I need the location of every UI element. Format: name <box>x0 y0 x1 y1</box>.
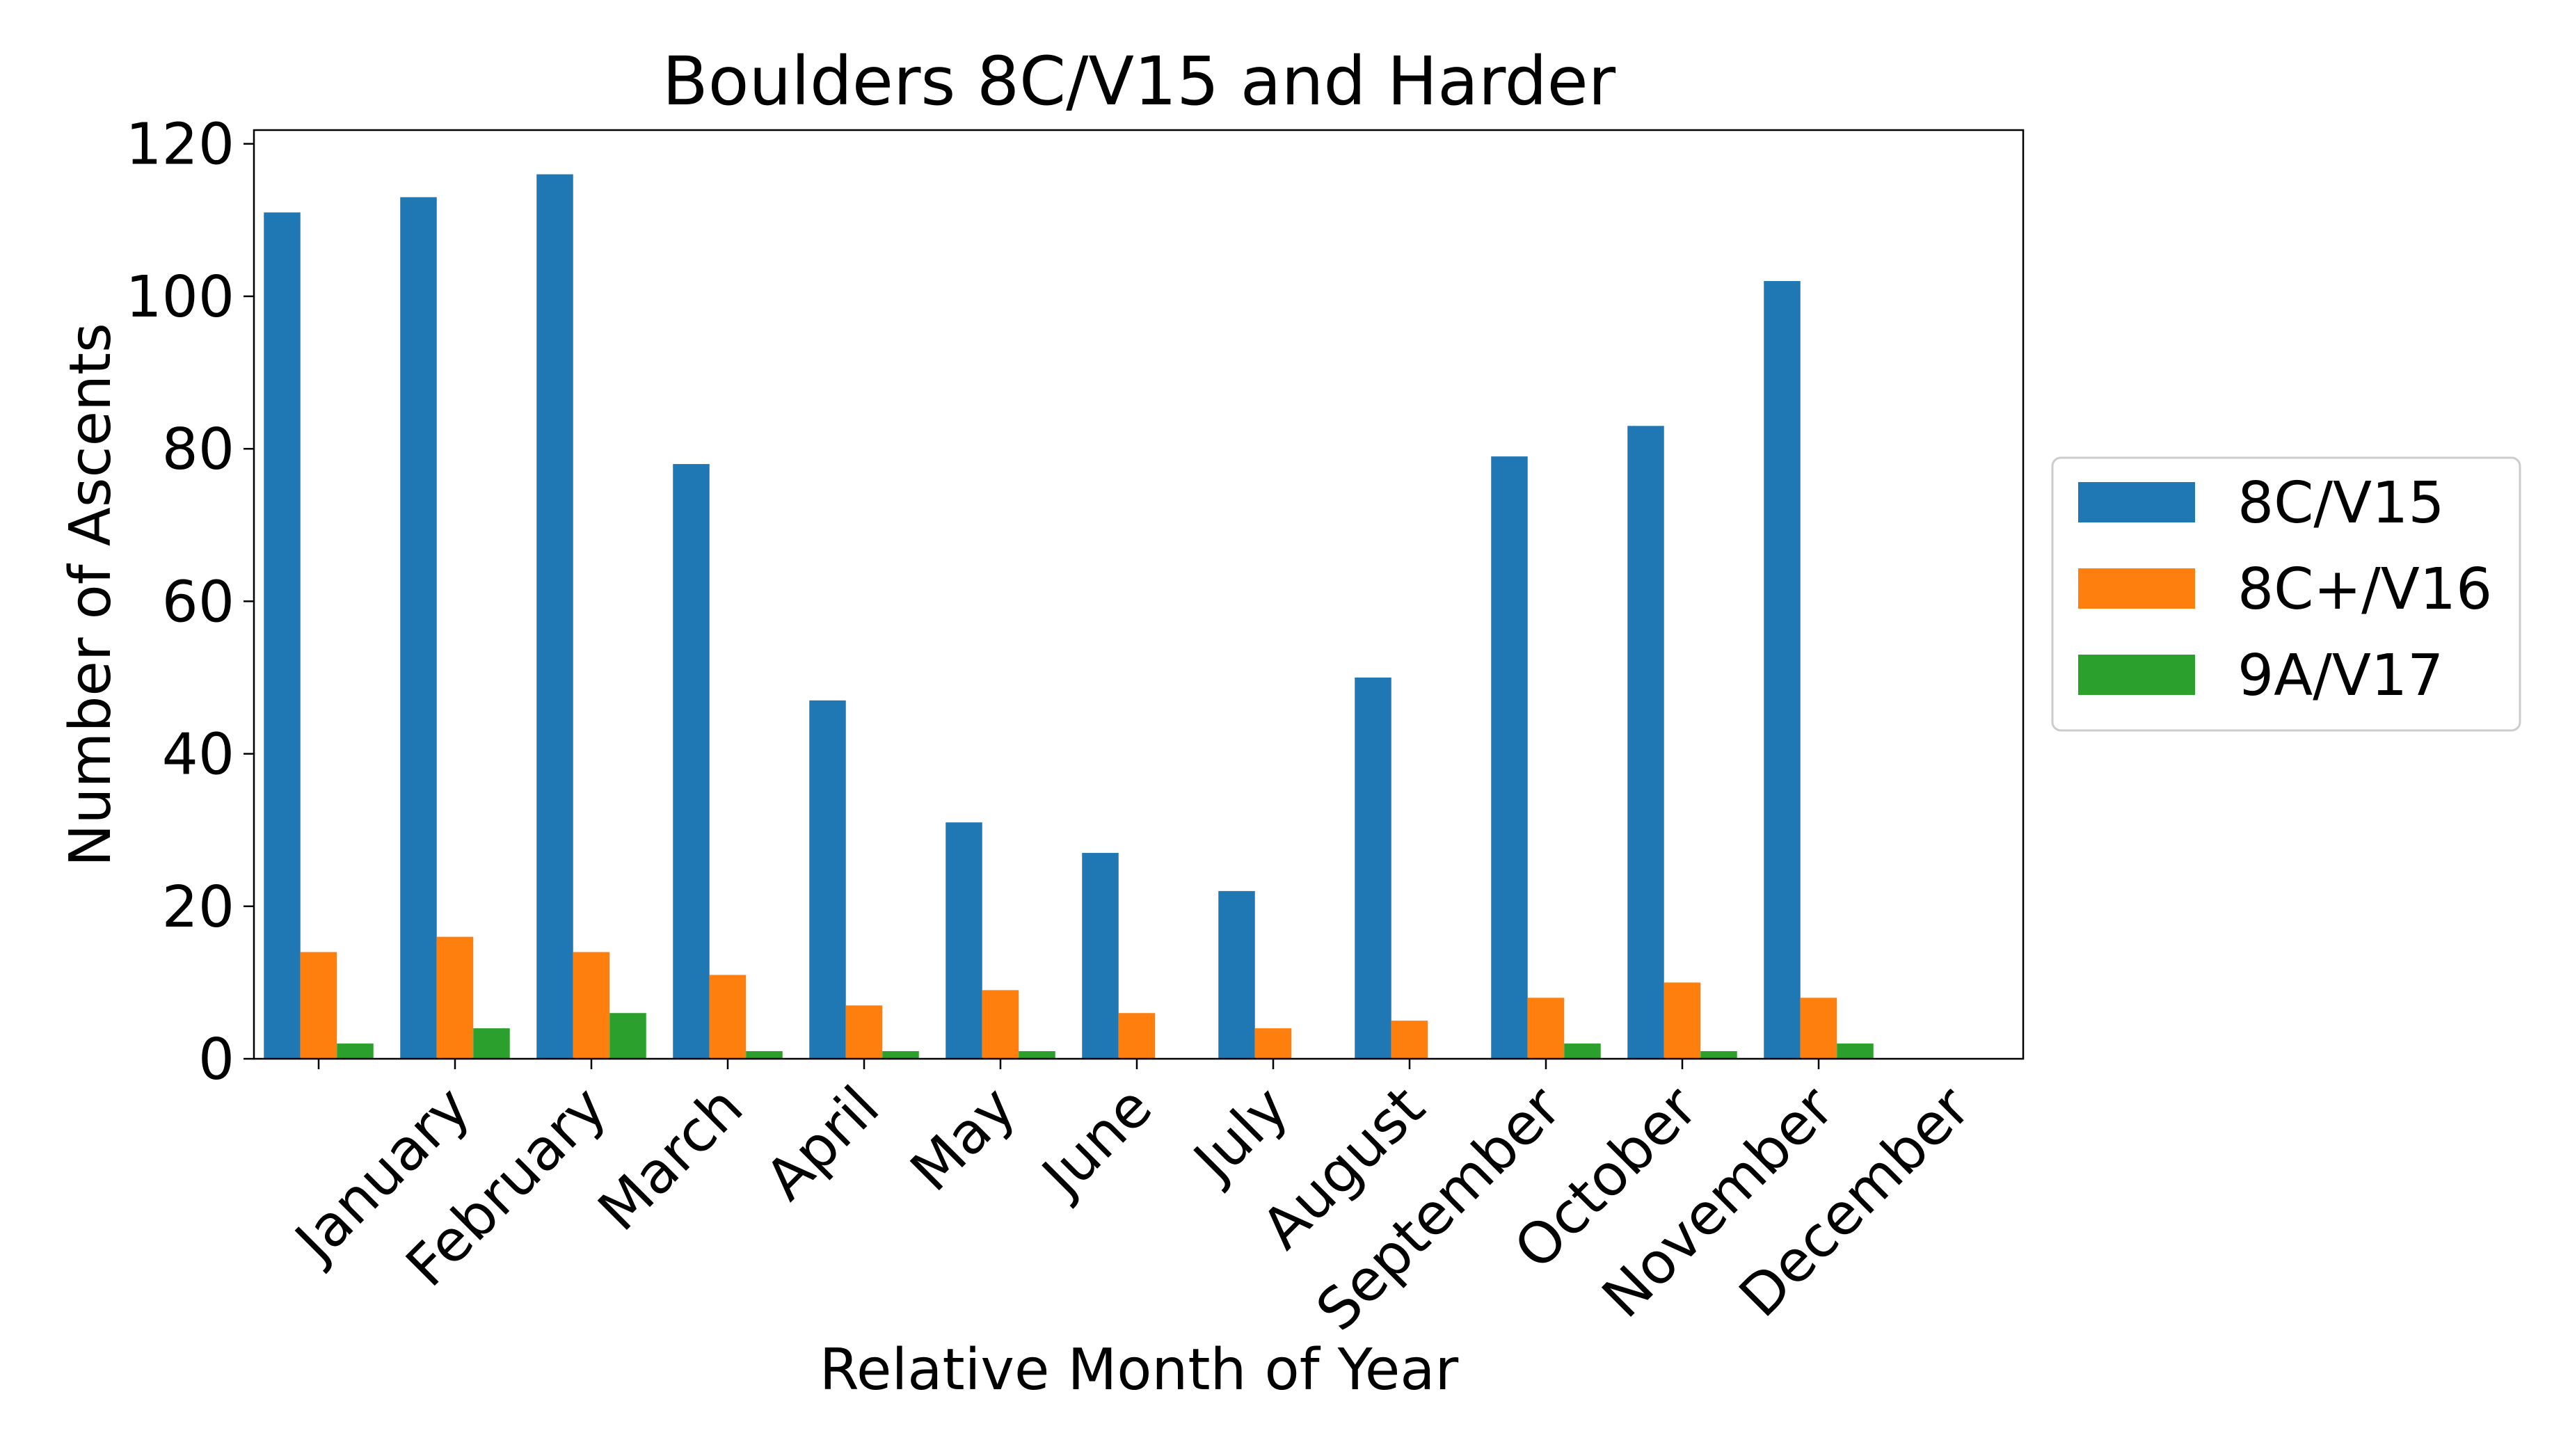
series-9a-v17 <box>337 1013 1874 1059</box>
y-tick-label: 120 <box>125 112 234 178</box>
bar <box>1491 456 1528 1059</box>
legend-label: 8C+/V16 <box>2237 557 2492 623</box>
bar <box>1391 1021 1428 1059</box>
bar <box>1118 1013 1156 1059</box>
bar <box>337 1043 374 1059</box>
bars-layer <box>264 174 1874 1059</box>
legend: 8C/V15 8C+/V16 9A/V17 <box>2051 456 2521 732</box>
plot-frame <box>253 129 2025 1060</box>
legend-label: 8C/V15 <box>2237 470 2445 536</box>
legend-swatch <box>2078 655 2195 695</box>
bar <box>436 936 474 1059</box>
y-tick-label: 80 <box>162 417 234 483</box>
chart-title: Boulders 8C/V15 and Harder <box>662 42 1616 120</box>
bar <box>264 212 301 1059</box>
bar <box>1664 982 1701 1059</box>
legend-label: 9A/V17 <box>2237 643 2443 709</box>
y-axis: 0 20 40 60 80 100 120 <box>125 112 254 1093</box>
y-tick-label: 20 <box>162 874 234 941</box>
bar <box>809 700 846 1059</box>
bar <box>709 975 747 1059</box>
bar <box>1218 890 1255 1059</box>
legend-swatch <box>2078 568 2195 609</box>
legend-items: 8C/V15 8C+/V16 9A/V17 <box>2078 470 2492 709</box>
bar <box>673 464 710 1059</box>
bar <box>1800 998 1837 1059</box>
bar <box>1082 853 1119 1059</box>
bar <box>1627 426 1664 1059</box>
bar <box>1564 1043 1601 1059</box>
y-tick-label: 100 <box>125 264 234 330</box>
bar <box>845 1005 883 1059</box>
bar <box>746 1051 783 1059</box>
bar <box>1254 1028 1292 1059</box>
series-8c-v15 <box>264 174 1801 1059</box>
bar <box>473 1028 510 1059</box>
bar <box>400 197 437 1059</box>
legend-swatch <box>2078 482 2195 522</box>
bar <box>946 822 982 1059</box>
bar <box>609 1013 646 1059</box>
bar <box>1019 1051 1055 1059</box>
bar <box>1837 1043 1874 1059</box>
x-axis-label: Relative Month of Year <box>820 1337 1459 1403</box>
y-tick-label: 40 <box>162 722 234 788</box>
bar <box>1700 1051 1737 1059</box>
bar <box>982 990 1019 1059</box>
bar <box>300 952 337 1059</box>
y-tick-label: 60 <box>162 569 234 635</box>
bar <box>1764 281 1801 1059</box>
bar <box>1527 998 1565 1059</box>
bar <box>1355 677 1391 1059</box>
bar <box>573 952 610 1059</box>
bar <box>536 174 573 1059</box>
y-tick-label: 0 <box>198 1027 234 1093</box>
bar <box>882 1051 919 1059</box>
series-8c-v16 <box>300 936 1837 1059</box>
y-axis-label: Number of Ascents <box>58 323 124 867</box>
